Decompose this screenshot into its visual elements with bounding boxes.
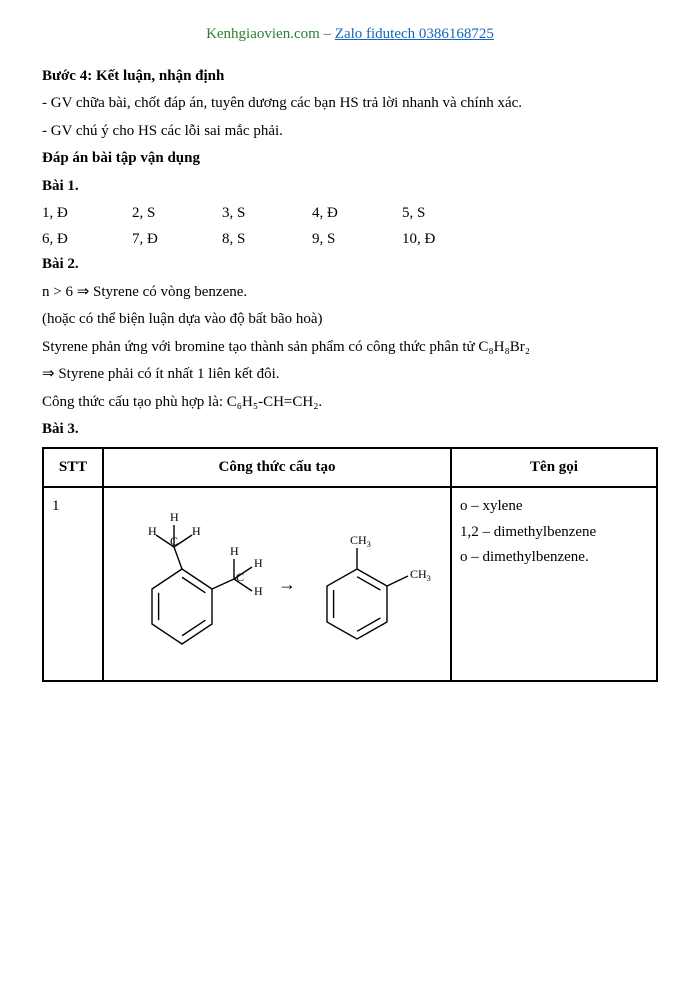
cell-names: o – xylene 1,2 – dimethylbenzene o – dim… <box>451 487 657 681</box>
bai3-label: Bài 3. <box>42 417 658 443</box>
col-name: Tên gọi <box>451 448 657 488</box>
bai2-line2: (hoặc có thể biện luận dựa vào độ bất bã… <box>42 307 658 333</box>
name-1: o – xylene <box>460 494 648 520</box>
ans-7: 7, Đ <box>132 227 222 253</box>
cell-structure: CHHHCHHH → CH3 CH3 <box>103 487 451 681</box>
bai1-row1: 1, Đ 2, S 3, S 4, Đ 5, S <box>42 201 658 227</box>
bai3-row-1: 1 CHHHCHHH → CH3 CH3 o – xylene 1,2 – dim… <box>43 487 657 681</box>
ans-2: 2, S <box>132 201 222 227</box>
svg-text:CH3: CH3 <box>410 567 431 583</box>
bullet-1: - GV chữa bài, chốt đáp án, tuyên dương … <box>42 91 658 117</box>
bai2-label: Bài 2. <box>42 252 658 278</box>
svg-text:H: H <box>254 584 263 598</box>
svg-text:H: H <box>170 510 179 524</box>
svg-text:CH3: CH3 <box>350 533 371 549</box>
bai3-header-row: STT Công thức cấu tạo Tên gọi <box>43 448 657 488</box>
bai2-line1: n > 6 ⇒ Styrene có vòng benzene. <box>42 280 658 306</box>
page-header: Kenhgiaovien.com – Zalo fidutech 0386168… <box>42 22 658 48</box>
site-name: Kenhgiaovien.com <box>206 26 320 42</box>
bai1-label: Bài 1. <box>42 174 658 200</box>
molecule-left: CHHHCHHH <box>112 509 272 659</box>
col-struct: Công thức cấu tạo <box>103 448 451 488</box>
bai2-line4: ⇒ Styrene phải có ít nhất 1 liên kết đôi… <box>42 362 658 388</box>
col-stt: STT <box>43 448 103 488</box>
molecule-right: CH3 CH3 <box>302 514 442 654</box>
name-2: 1,2 – dimethylbenzene <box>460 520 648 546</box>
bai2-line5: Công thức cấu tạo phù hợp là: C₆H₅-CH=CH… <box>42 390 658 416</box>
zalo-link[interactable]: Zalo fidutech 0386168725 <box>335 26 494 42</box>
cell-stt: 1 <box>43 487 103 681</box>
ans-10: 10, Đ <box>402 227 492 253</box>
bullet-2: - GV chú ý cho HS các lỗi sai mắc phải. <box>42 119 658 145</box>
header-dash: – <box>320 26 335 42</box>
bai2-line3: Styrene phản ứng với bromine tạo thành s… <box>42 335 658 361</box>
bai1-row2: 6, Đ 7, Đ 8, S 9, S 10, Đ <box>42 227 658 253</box>
svg-text:H: H <box>254 556 263 570</box>
ans-3: 3, S <box>222 201 312 227</box>
structure-container: CHHHCHHH → CH3 CH3 <box>112 494 442 674</box>
ans-1: 1, Đ <box>42 201 132 227</box>
ans-5: 5, S <box>402 201 492 227</box>
bai3-table: STT Công thức cấu tạo Tên gọi 1 CHHHCHHH… <box>42 447 658 683</box>
arrow-icon: → <box>272 569 302 600</box>
ans-4: 4, Đ <box>312 201 402 227</box>
svg-text:H: H <box>192 524 201 538</box>
name-3: o – dimethylbenzene. <box>460 545 648 571</box>
ans-6: 6, Đ <box>42 227 132 253</box>
svg-text:H: H <box>148 524 157 538</box>
svg-text:H: H <box>230 544 239 558</box>
section-title: Bước 4: Kết luận, nhận định <box>42 64 658 90</box>
ans-9: 9, S <box>312 227 402 253</box>
answers-heading: Đáp án bài tập vận dụng <box>42 146 658 172</box>
ans-8: 8, S <box>222 227 312 253</box>
